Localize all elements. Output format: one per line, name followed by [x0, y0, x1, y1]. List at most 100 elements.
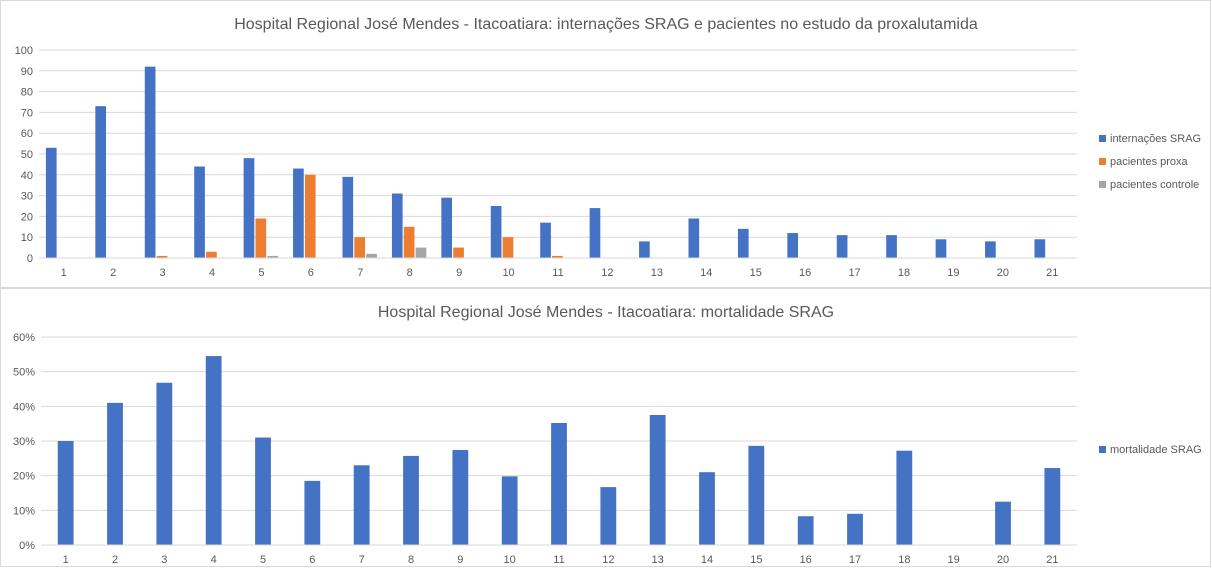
bar-mortalidade-srag — [452, 450, 469, 545]
x-tick-label: 21 — [1046, 554, 1058, 566]
x-tick-label: 11 — [553, 554, 564, 566]
bar-internações-srag — [589, 208, 601, 258]
x-tick-label: 5 — [260, 554, 266, 566]
bar-mortalidade-srag — [107, 402, 123, 545]
bar-internações-srag — [886, 235, 897, 258]
x-tick-label: 7 — [359, 554, 365, 566]
bar-internações-srag — [1034, 239, 1046, 258]
x-tick-label: 19 — [947, 267, 959, 279]
bar-internações-srag — [787, 233, 799, 258]
y-tick-label: 20 — [21, 211, 33, 223]
bar-pacientes-proxa — [206, 251, 217, 258]
bar-internações-srag — [540, 222, 551, 258]
bar-internações-srag — [935, 239, 947, 258]
legend-label: pacientes controle — [1110, 179, 1199, 191]
chart-internacoes-svg: Hospital Regional José Mendes - Itacoati… — [15, 16, 1201, 279]
bar-mortalidade-srag — [156, 382, 173, 545]
x-tick-label: 17 — [848, 267, 860, 279]
bar-mortalidade-srag — [896, 450, 913, 545]
y-tick-label: 30 — [21, 191, 33, 203]
x-tick-label: 16 — [800, 554, 812, 566]
x-tick-label: 4 — [211, 554, 217, 566]
bar-pacientes-proxa — [156, 255, 168, 258]
y-tick-label: 40 — [21, 170, 33, 182]
y-tick-label: 80 — [21, 87, 33, 99]
y-tick-label: 10% — [13, 505, 35, 517]
legend-swatch — [1099, 446, 1106, 453]
legend-swatch — [1099, 135, 1106, 142]
x-tick-label: 14 — [700, 267, 712, 279]
y-tick-label: 0 — [27, 253, 33, 265]
bar-pacientes-proxa — [552, 255, 563, 258]
chart-title: Hospital Regional José Mendes - Itacoati… — [234, 16, 978, 33]
legend-label: pacientes proxa — [1110, 156, 1189, 168]
legend-swatch — [1099, 181, 1106, 188]
x-tick-label: 6 — [309, 554, 315, 566]
bar-mortalidade-srag — [551, 422, 567, 545]
bar-internações-srag — [688, 218, 700, 258]
bar-internações-srag — [836, 235, 848, 258]
x-tick-label: 2 — [110, 267, 116, 279]
bar-internações-srag — [243, 158, 255, 258]
bar-pacientes-controle — [366, 253, 377, 258]
x-tick-label: 4 — [209, 267, 215, 279]
x-tick-label: 8 — [408, 554, 414, 566]
x-tick-label: 14 — [701, 554, 713, 566]
x-tick-label: 16 — [799, 267, 811, 279]
bar-pacientes-proxa — [354, 237, 366, 258]
x-tick-label: 3 — [160, 267, 166, 279]
y-tick-label: 100 — [15, 45, 33, 57]
bar-internações-srag — [95, 106, 107, 258]
bar-mortalidade-srag — [600, 487, 617, 545]
x-tick-label: 18 — [898, 267, 910, 279]
x-tick-label: 2 — [112, 554, 118, 566]
y-tick-label: 20% — [13, 471, 35, 483]
bar-mortalidade-srag — [847, 513, 863, 545]
x-tick-label: 15 — [750, 267, 762, 279]
x-tick-label: 5 — [258, 267, 264, 279]
bar-mortalidade-srag — [797, 516, 814, 545]
x-tick-label: 13 — [651, 267, 663, 279]
bar-internações-srag — [342, 176, 354, 258]
x-tick-label: 8 — [407, 267, 413, 279]
chart-mortalidade-svg: Hospital Regional José Mendes - Itacoati… — [13, 304, 1202, 566]
x-tick-label: 17 — [849, 554, 861, 566]
x-tick-label: 9 — [457, 554, 463, 566]
legend-label: mortalidade SRAG — [1110, 444, 1202, 456]
x-tick-label: 19 — [948, 554, 960, 566]
bar-mortalidade-srag — [501, 476, 518, 545]
bar-mortalidade-srag — [57, 441, 74, 545]
bar-mortalidade-srag — [403, 455, 419, 545]
bar-mortalidade-srag — [353, 465, 370, 545]
x-tick-label: 1 — [61, 267, 67, 279]
x-tick-label: 13 — [652, 554, 664, 566]
bar-internações-srag — [194, 166, 205, 258]
bar-pacientes-proxa — [502, 237, 514, 258]
x-tick-label: 11 — [552, 267, 563, 279]
x-tick-label: 21 — [1046, 267, 1058, 279]
x-tick-label: 12 — [601, 267, 613, 279]
x-tick-label: 20 — [997, 554, 1009, 566]
x-tick-label: 9 — [456, 267, 462, 279]
bar-internações-srag — [441, 197, 453, 258]
bar-internações-srag — [737, 228, 749, 258]
bar-internações-srag — [144, 66, 156, 258]
chart-panel-internacoes: Hospital Regional José Mendes - Itacoati… — [0, 0, 1211, 288]
bar-internações-srag — [639, 241, 650, 258]
legend-label: internações SRAG — [1110, 133, 1201, 145]
bar-pacientes-proxa — [403, 226, 415, 258]
bar-mortalidade-srag — [748, 445, 765, 545]
y-tick-label: 10 — [21, 232, 33, 244]
bar-pacientes-controle — [267, 255, 279, 258]
bar-mortalidade-srag — [205, 356, 222, 545]
x-tick-label: 15 — [750, 554, 762, 566]
y-tick-label: 50% — [13, 367, 35, 379]
x-tick-label: 10 — [502, 267, 514, 279]
y-tick-label: 60% — [13, 332, 35, 344]
y-tick-label: 0% — [19, 540, 35, 552]
bar-mortalidade-srag — [699, 472, 715, 545]
bar-internações-srag — [391, 193, 403, 258]
y-tick-label: 30% — [13, 436, 35, 448]
y-tick-label: 60 — [21, 128, 33, 140]
bar-mortalidade-srag — [649, 415, 666, 545]
